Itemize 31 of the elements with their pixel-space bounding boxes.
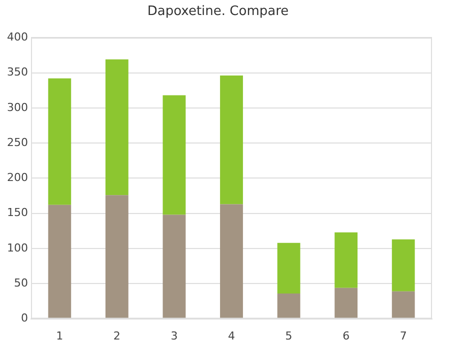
y-tick-label: 150 xyxy=(6,206,28,220)
bar xyxy=(105,59,128,196)
y-tick-label: 350 xyxy=(6,66,28,79)
x-tick-label: 1 xyxy=(56,329,64,342)
y-tick-label: 0 xyxy=(20,312,28,325)
chart-title: Dapoxetine. Compare xyxy=(147,4,289,20)
y-tick-label: 100 xyxy=(6,241,28,254)
y-tick-label: 50 xyxy=(14,276,28,290)
bar xyxy=(392,291,415,318)
x-tick-label: 2 xyxy=(113,329,120,342)
bar xyxy=(220,204,243,318)
bar xyxy=(277,293,300,318)
bar xyxy=(277,242,300,294)
bar xyxy=(105,195,128,318)
bar xyxy=(48,204,72,318)
bar xyxy=(162,95,186,215)
y-tick-label: 200 xyxy=(6,171,28,184)
x-tick-label: 7 xyxy=(400,329,407,342)
bar xyxy=(48,78,72,205)
x-tick-label: 4 xyxy=(228,329,235,342)
bar xyxy=(334,288,358,318)
bar xyxy=(334,232,358,288)
bar xyxy=(220,76,243,204)
bar xyxy=(392,239,415,292)
bar xyxy=(162,214,186,318)
y-tick-label: 300 xyxy=(6,100,28,114)
y-tick-label: 400 xyxy=(6,30,28,44)
x-tick-label: 5 xyxy=(285,329,292,342)
y-tick-label: 250 xyxy=(6,136,28,149)
x-tick-label: 6 xyxy=(342,329,350,342)
x-tick-label: 3 xyxy=(170,329,178,342)
